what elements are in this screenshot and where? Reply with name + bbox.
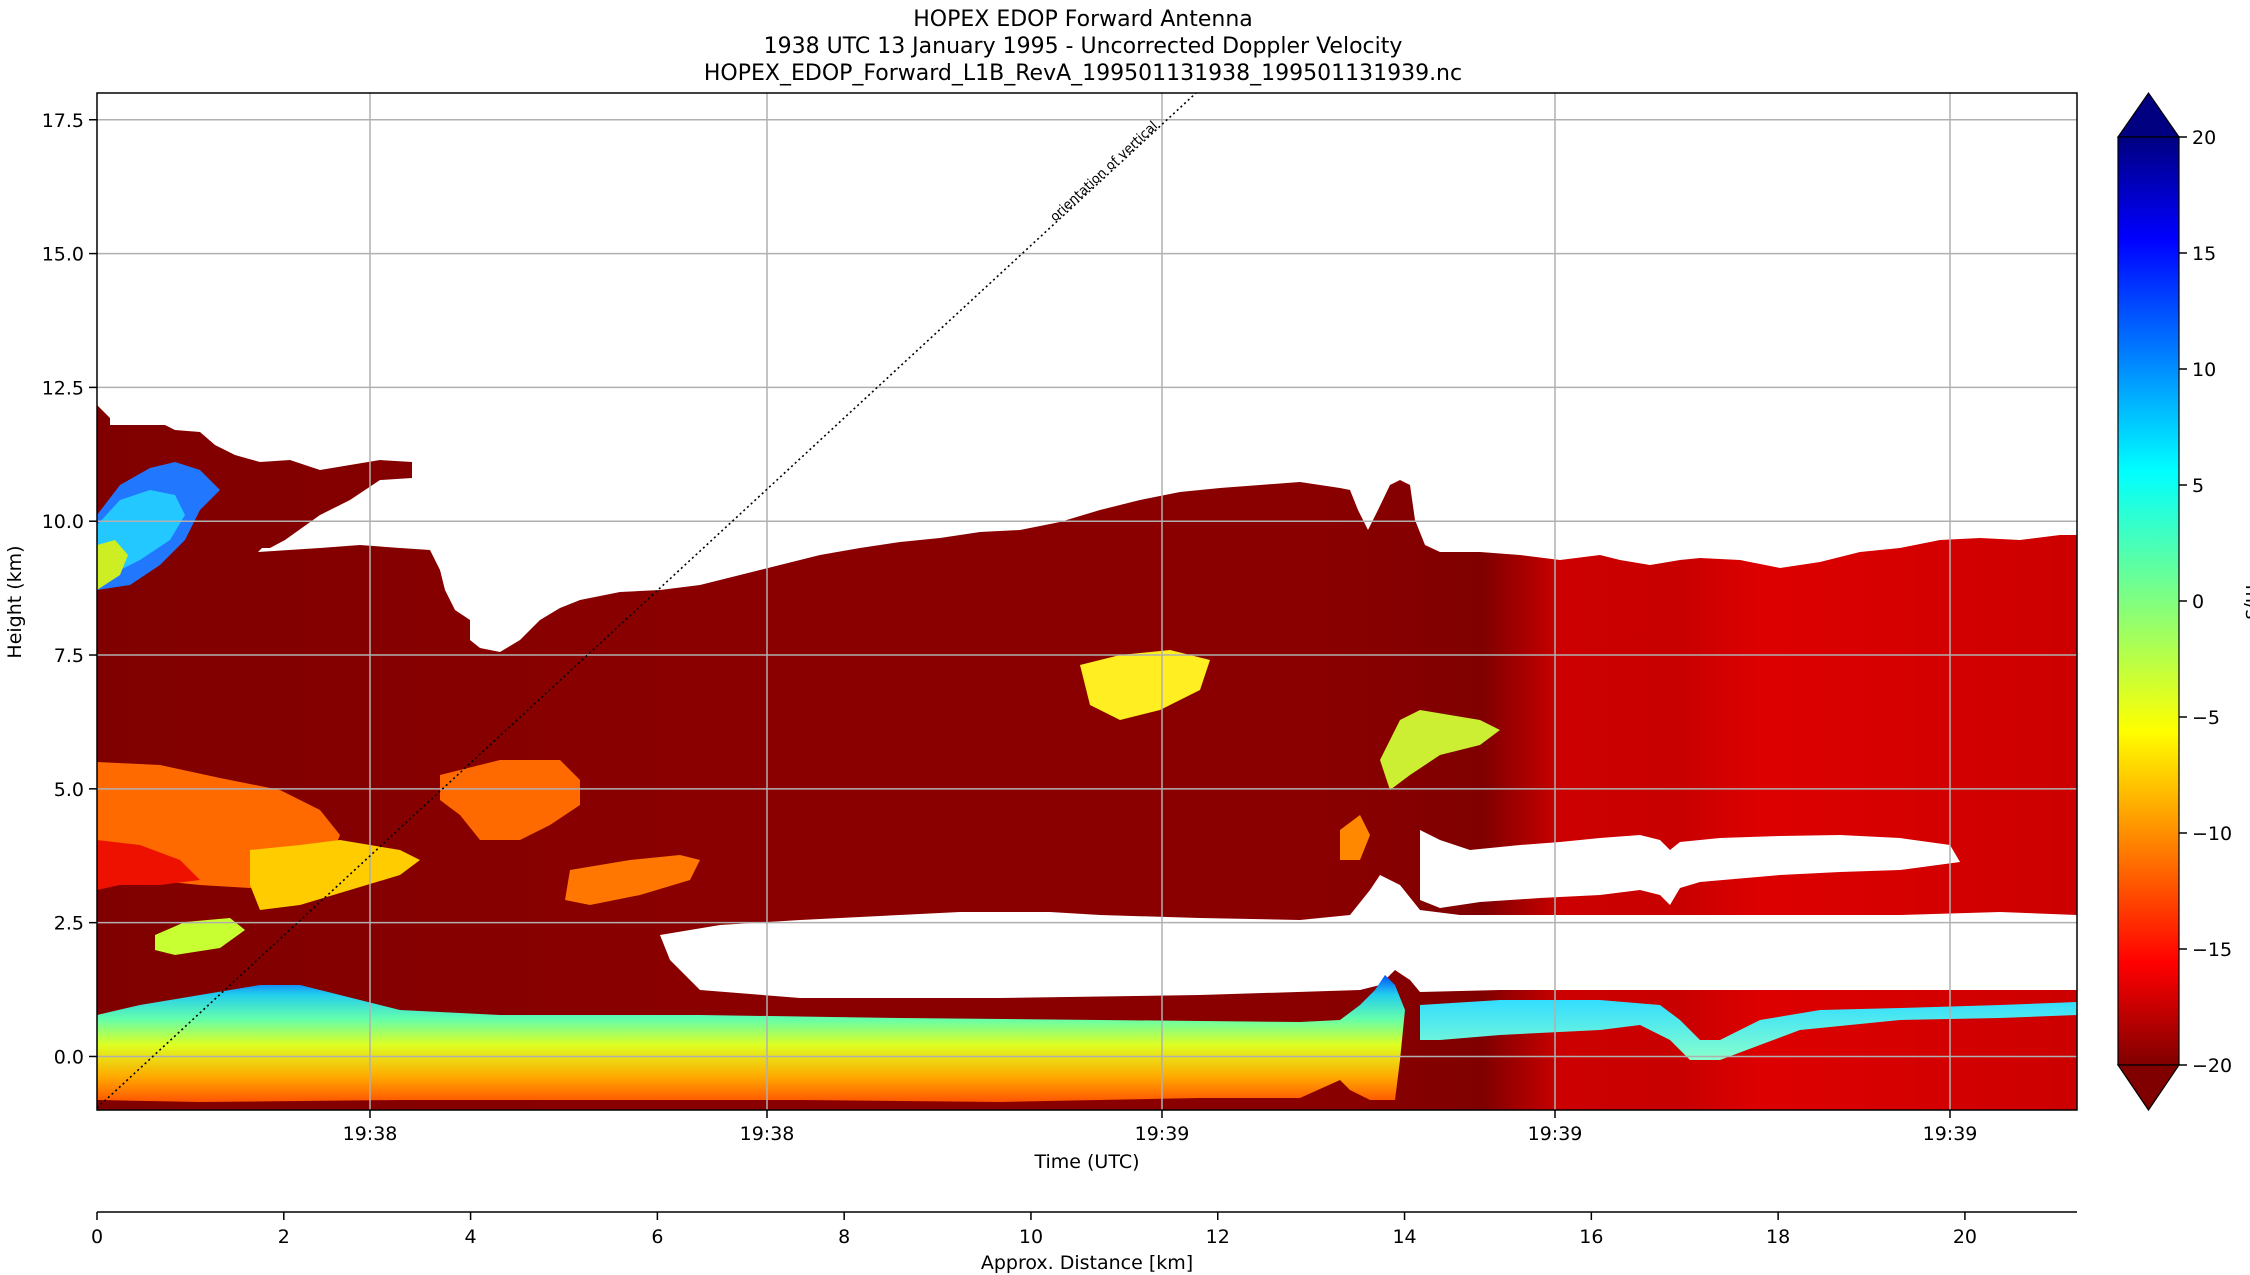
plot-frame <box>96 92 2078 1111</box>
orientation-line <box>96 92 1197 1109</box>
echo-patch-center <box>565 855 700 905</box>
echo-band-mid-left-red <box>97 840 200 890</box>
x-tick-label: 19:38 <box>343 1123 398 1145</box>
colorbar-tick-label: −5 <box>2192 707 2220 729</box>
chart-title: HOPEX EDOP Forward Antenna 1938 UTC 13 J… <box>704 7 1462 86</box>
y-tick-label: 12.5 <box>42 377 84 399</box>
echo-cell-upper-left-edge <box>97 540 128 590</box>
colorbar-tick-label: 0 <box>2192 591 2204 613</box>
colorbar-label: m/s <box>2241 585 2250 620</box>
colorbar-tick-label: 10 <box>2192 359 2216 381</box>
distance-tick-label: 6 <box>651 1226 663 1248</box>
title-line-3: HOPEX_EDOP_Forward_L1B_RevA_199501131938… <box>704 61 1462 86</box>
x-axis-label: Time (UTC) <box>1033 1151 1139 1173</box>
colorbar-extend-bottom <box>2116 1064 2181 1112</box>
x-tick-label: 19:39 <box>1528 1123 1583 1145</box>
grid-lines <box>97 93 2077 1110</box>
echo-patch-yellow-left <box>155 918 245 955</box>
y-axis: 0.0 2.5 5.0 7.5 10.0 12.5 15.0 17.5 <box>42 110 97 1068</box>
echo-patch-center-left <box>440 760 580 840</box>
distance-tick-label: 10 <box>1019 1226 1043 1248</box>
y-tick-label: 5.0 <box>54 779 84 801</box>
colorbar-tick-label: 20 <box>2192 127 2216 149</box>
distance-axis: 0 2 4 6 8 10 12 14 16 18 20 <box>91 1212 1977 1248</box>
title-line-2: 1938 UTC 13 January 1995 - Uncorrected D… <box>764 34 1403 59</box>
clear-gap-lower <box>660 875 2077 998</box>
y-tick-label: 15.0 <box>42 244 84 266</box>
distance-tick-label: 12 <box>1206 1226 1230 1248</box>
distance-tick-label: 20 <box>1953 1226 1977 1248</box>
surface-echo-right <box>1420 1000 2077 1060</box>
distance-axis-label: Approx. Distance [km] <box>981 1252 1193 1274</box>
y-tick-label: 2.5 <box>54 913 84 935</box>
y-tick-label: 10.0 <box>42 511 84 533</box>
distance-tick-label: 0 <box>91 1226 103 1248</box>
echo-band-mid-left-yellow <box>250 840 420 910</box>
y-axis-label: Height (km) <box>4 545 26 658</box>
colorbar-extend-top <box>2116 91 2181 138</box>
colorbar-tick-label: −20 <box>2192 1055 2232 1077</box>
colorbar-tick-label: −10 <box>2192 823 2232 845</box>
colorbar-tick-label: 5 <box>2192 475 2204 497</box>
x-tick-label: 19:39 <box>1923 1123 1978 1145</box>
plot-area <box>97 93 2077 1110</box>
echo-patch-yellow-mid <box>1080 650 1210 720</box>
title-line-1: HOPEX EDOP Forward Antenna <box>913 7 1253 32</box>
x-tick-label: 19:39 <box>1135 1123 1190 1145</box>
colorbar-gradient <box>2117 136 2180 1066</box>
y-tick-label: 0.0 <box>54 1046 84 1068</box>
surface-echo-band <box>97 975 1405 1102</box>
echo-patch-orange-right <box>1340 815 1370 860</box>
x-tick-label: 19:38 <box>740 1123 795 1145</box>
y-tick-label: 7.5 <box>54 645 84 667</box>
colorbar: −20 −15 −10 −5 0 5 10 15 20 m/s <box>2116 91 2250 1112</box>
distance-tick-label: 4 <box>465 1226 477 1248</box>
distance-tick-label: 14 <box>1392 1226 1416 1248</box>
distance-tick-label: 8 <box>838 1226 850 1248</box>
colorbar-tick-label: −15 <box>2192 939 2232 961</box>
x-axis: 19:38 19:38 19:39 19:39 19:39 <box>343 1110 1978 1145</box>
colorbar-tick-label: 15 <box>2192 243 2216 265</box>
echo-patch-yellow-right <box>1380 710 1500 790</box>
distance-tick-label: 16 <box>1579 1226 1603 1248</box>
distance-tick-label: 18 <box>1766 1226 1790 1248</box>
y-tick-label: 17.5 <box>42 110 84 132</box>
distance-tick-label: 2 <box>278 1226 290 1248</box>
colorbar-ticks: −20 −15 −10 −5 0 5 10 15 20 <box>2179 127 2232 1077</box>
